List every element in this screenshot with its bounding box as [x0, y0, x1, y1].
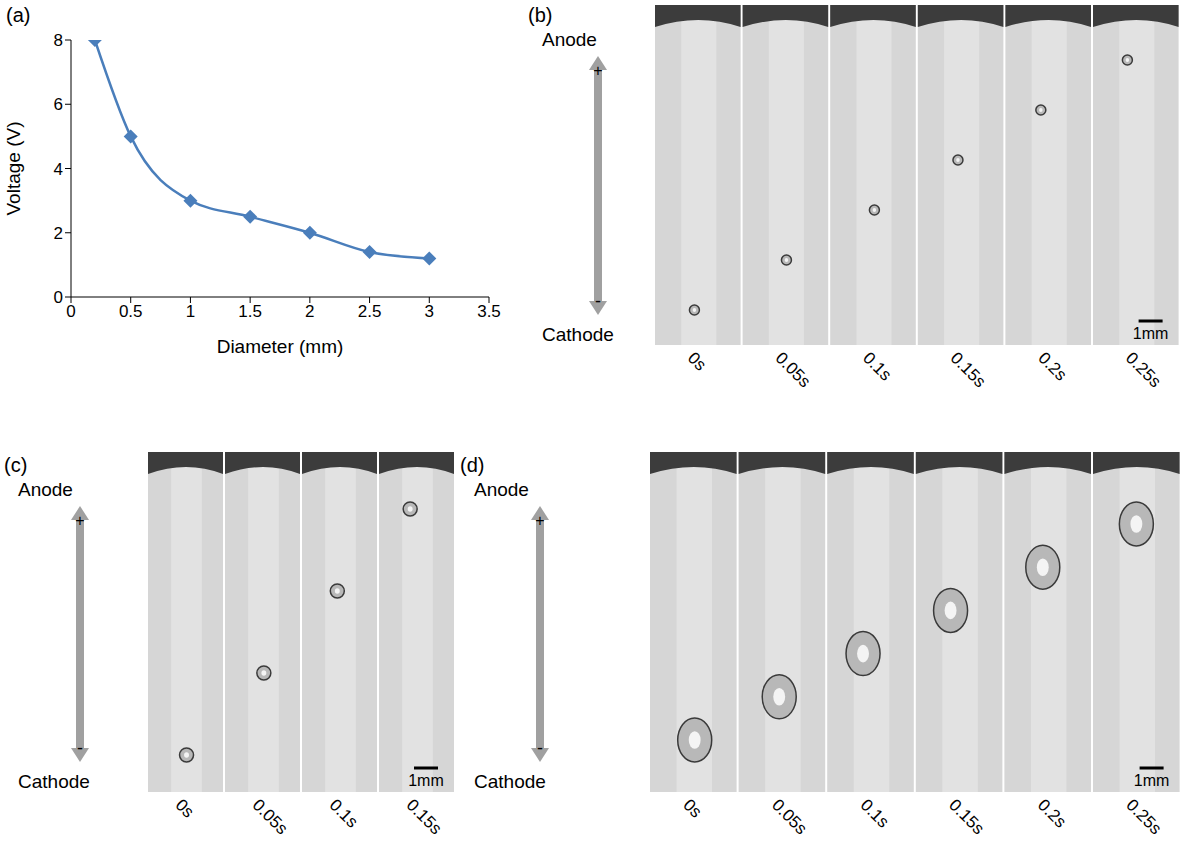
svg-text:0.1s: 0.1s [859, 348, 895, 384]
svg-text:3: 3 [425, 302, 434, 321]
svg-text:1mm: 1mm [1134, 772, 1170, 789]
svg-text:1mm: 1mm [1133, 325, 1169, 342]
svg-text:+: + [593, 62, 602, 79]
svg-text:+: + [535, 512, 544, 529]
svg-text:2: 2 [54, 224, 63, 243]
svg-text:Diameter (mm): Diameter (mm) [217, 336, 344, 357]
svg-text:-: - [595, 291, 601, 311]
svg-text:Cathode: Cathode [18, 771, 90, 792]
svg-text:8: 8 [54, 31, 63, 50]
svg-text:1mm: 1mm [408, 772, 444, 789]
svg-text:0: 0 [66, 302, 75, 321]
svg-text:(c): (c) [4, 454, 27, 476]
svg-text:Cathode: Cathode [474, 771, 546, 792]
svg-text:2: 2 [305, 302, 314, 321]
svg-text:0.2s: 0.2s [1034, 348, 1070, 384]
svg-text:1: 1 [186, 302, 195, 321]
svg-text:Anode: Anode [474, 479, 529, 500]
svg-text:Voltage (V): Voltage (V) [4, 122, 24, 216]
svg-text:0.5: 0.5 [119, 302, 143, 321]
svg-text:0.05s: 0.05s [249, 795, 292, 838]
svg-text:0.2s: 0.2s [1034, 795, 1070, 831]
svg-text:Cathode: Cathode [542, 324, 614, 345]
svg-text:0s: 0s [684, 348, 710, 374]
svg-text:(b): (b) [528, 4, 552, 26]
svg-text:-: - [537, 738, 543, 758]
svg-text:0.05s: 0.05s [768, 795, 811, 838]
svg-text:0.15s: 0.15s [947, 348, 990, 391]
svg-text:0.25s: 0.25s [1122, 795, 1165, 838]
svg-text:0.15s: 0.15s [945, 795, 988, 838]
html-text:(a): (a) [6, 4, 31, 26]
svg-text:0s: 0s [172, 795, 198, 821]
svg-text:3.5: 3.5 [477, 302, 501, 321]
svg-text:0.1s: 0.1s [857, 795, 893, 831]
svg-text:+: + [75, 512, 84, 529]
svg-text:-: - [77, 738, 83, 758]
svg-text:0s: 0s [679, 795, 705, 821]
svg-text:2.5: 2.5 [358, 302, 382, 321]
svg-text:0: 0 [54, 288, 63, 307]
svg-text:4: 4 [54, 160, 63, 179]
svg-text:Anode: Anode [18, 479, 73, 500]
svg-text:0.05s: 0.05s [772, 348, 815, 391]
svg-text:6: 6 [54, 95, 63, 114]
svg-text:0.25s: 0.25s [1122, 348, 1165, 391]
svg-text:Anode: Anode [542, 29, 597, 50]
svg-text:0.15s: 0.15s [403, 795, 446, 838]
svg-text:1.5: 1.5 [238, 302, 262, 321]
svg-text:(d): (d) [460, 454, 484, 476]
svg-text:0.1s: 0.1s [326, 795, 362, 831]
